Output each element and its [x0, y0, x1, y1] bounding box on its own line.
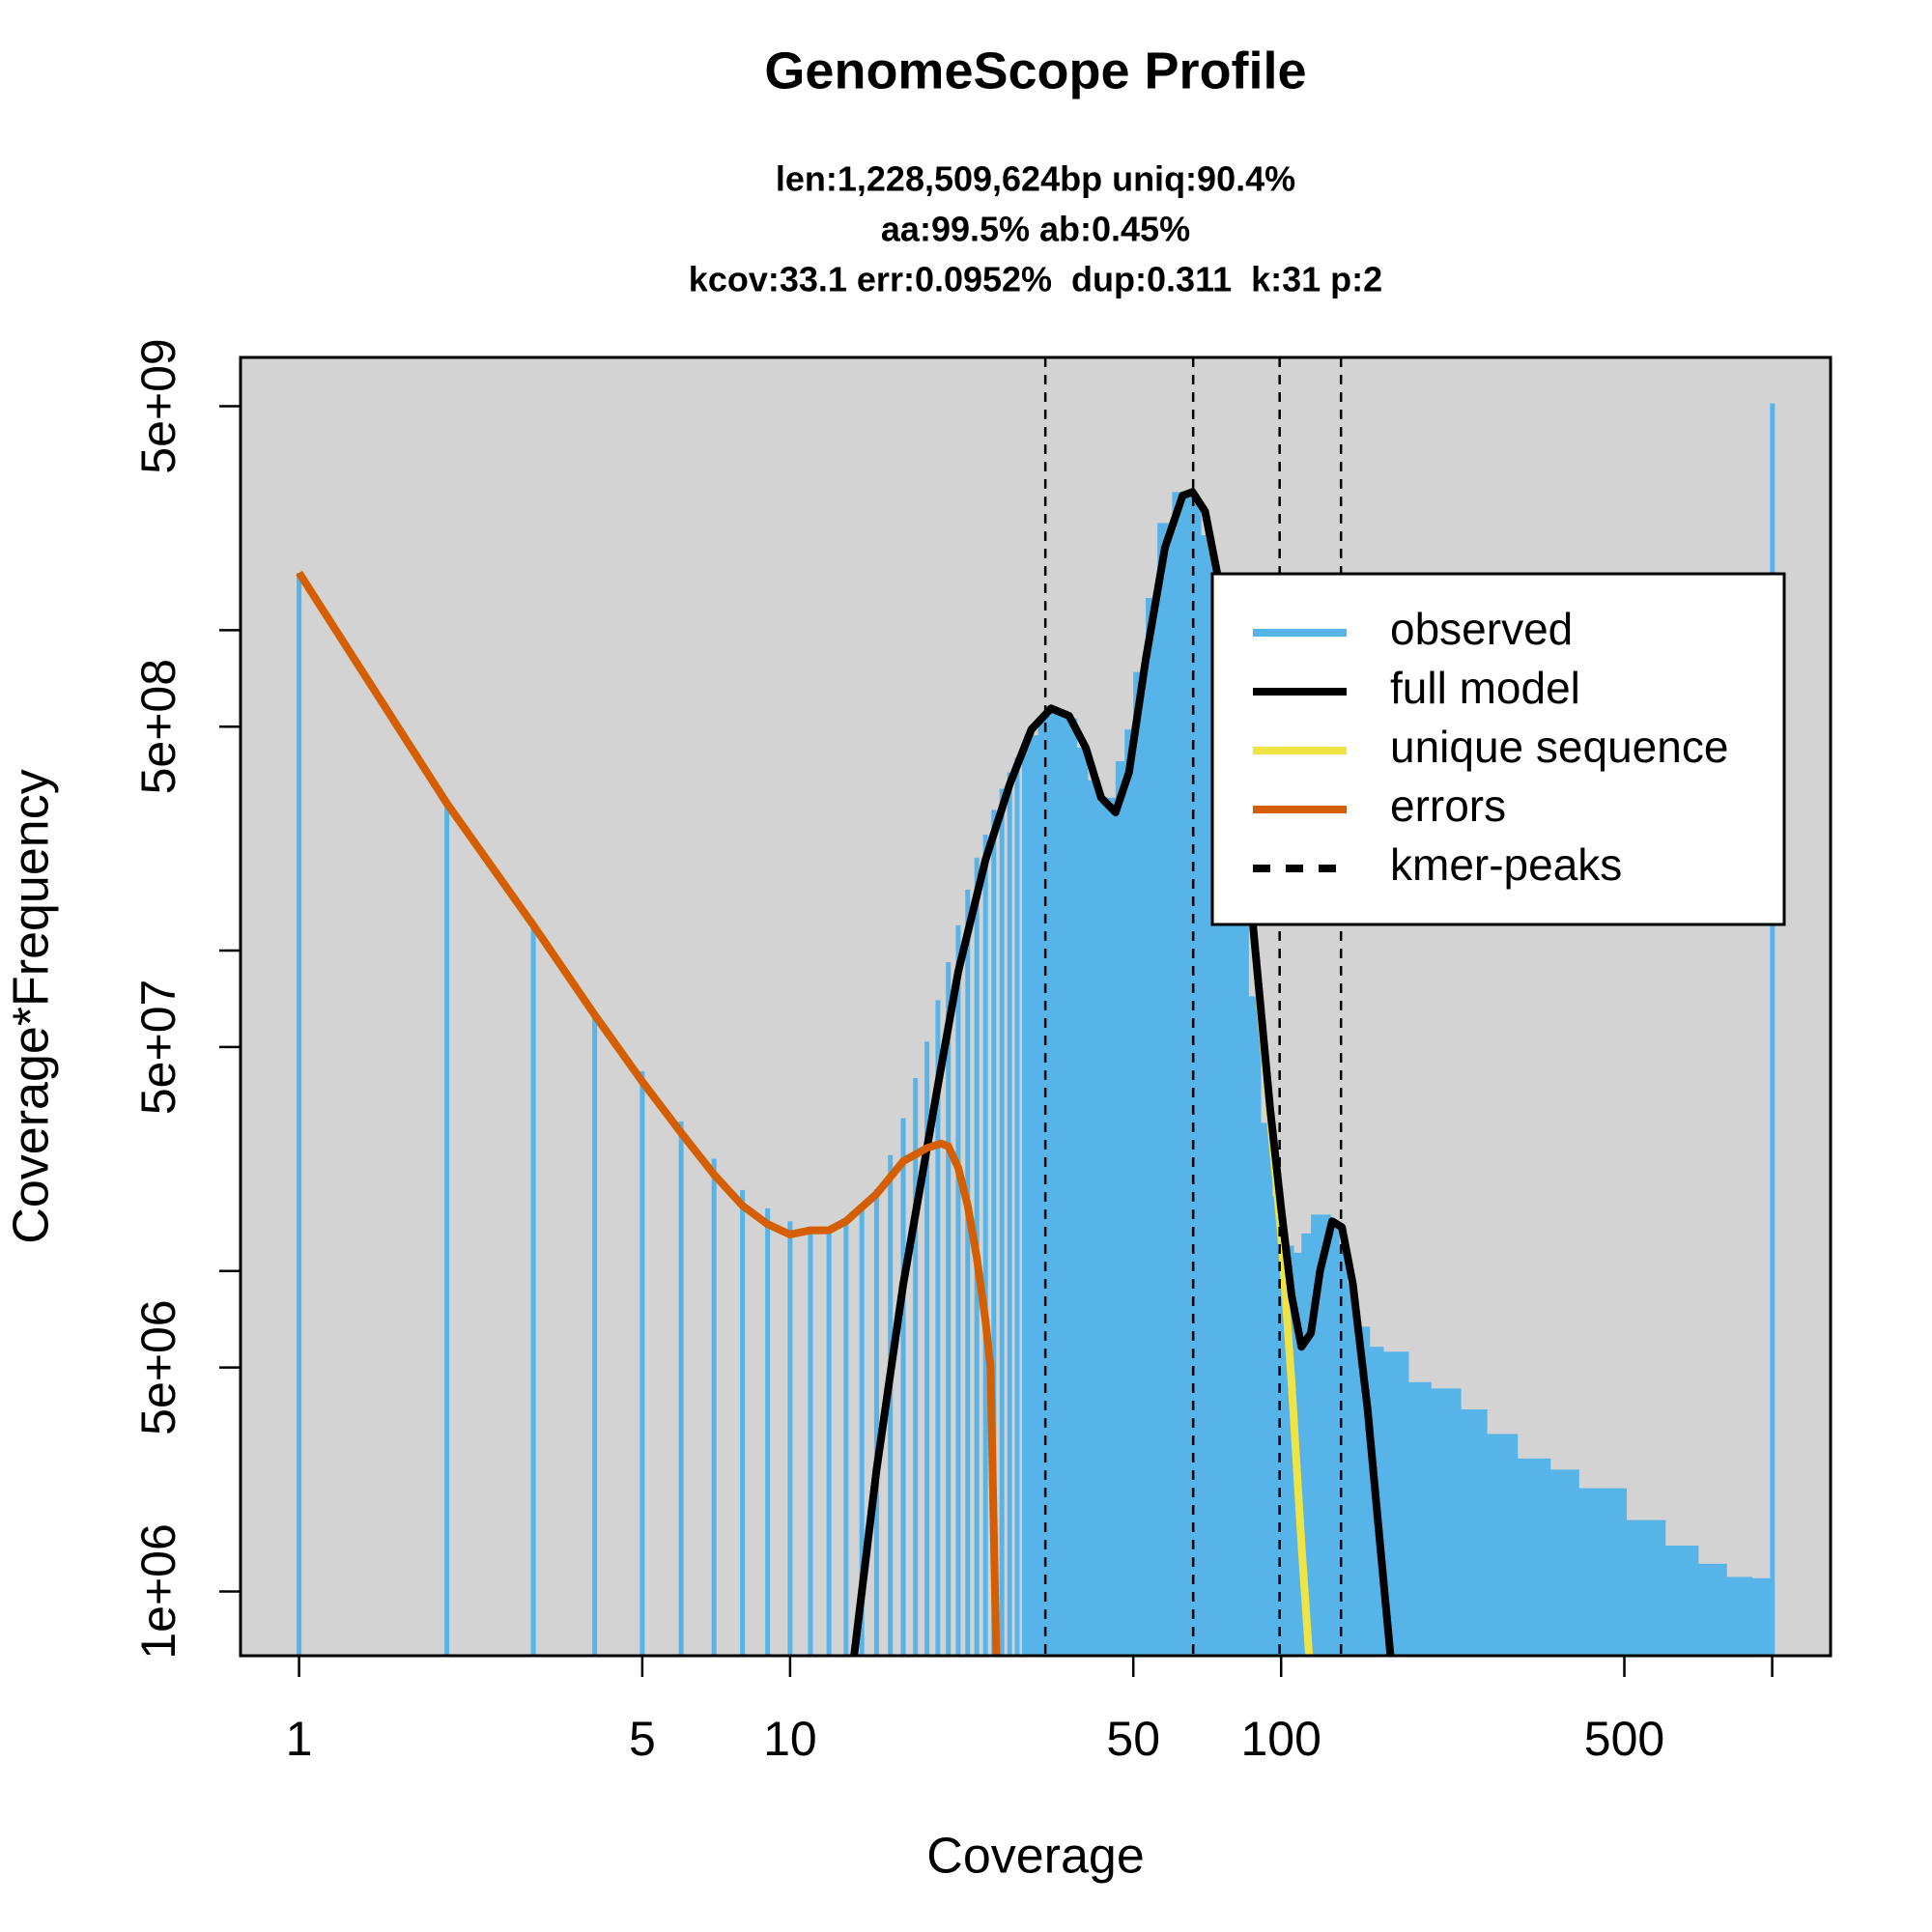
observed-bar — [1172, 492, 1189, 1656]
subtitle: len:1,228,509,624bp uniq:90.4% — [776, 159, 1295, 199]
observed-bar — [1037, 716, 1054, 1656]
observed-bar — [1485, 1434, 1519, 1656]
model-line — [850, 488, 1395, 1656]
observed-bar — [1695, 1563, 1727, 1656]
observed-bar — [1063, 718, 1078, 1656]
observed-bar — [1515, 1458, 1551, 1656]
observed-bar — [678, 1121, 684, 1656]
observed-bar — [1115, 760, 1127, 1656]
x-tick-label: 10 — [763, 1712, 817, 1766]
observed-bar — [592, 1011, 598, 1656]
observed-bar — [1085, 780, 1099, 1656]
y-axis-title: Coverage*Frequency — [4, 769, 60, 1243]
observed-bar — [444, 803, 450, 1656]
observed-bar — [900, 1118, 906, 1656]
legend-label: unique sequence — [1390, 722, 1728, 772]
observed-bar — [991, 810, 997, 1656]
observed-bar — [639, 1071, 645, 1656]
observed-bar — [1328, 1224, 1340, 1656]
y-tick-label: 5e+06 — [131, 1299, 185, 1435]
x-tick-label: 100 — [1241, 1712, 1321, 1766]
legend-label: errors — [1390, 781, 1506, 831]
x-tick-label: 50 — [1106, 1712, 1160, 1766]
observed-bar — [297, 572, 302, 1656]
legend-label: observed — [1390, 604, 1573, 654]
observed-bar — [1320, 1214, 1331, 1656]
observed-bar — [1662, 1546, 1699, 1656]
observed-bar — [1222, 696, 1236, 1656]
observed-bar — [1105, 797, 1119, 1656]
observed-bar — [1548, 1469, 1579, 1656]
y-tick-label: 5e+09 — [131, 338, 185, 473]
observed-bar — [826, 1227, 832, 1656]
x-tick-label: 5 — [629, 1712, 656, 1766]
y-tick-label: 1e+06 — [131, 1523, 185, 1659]
subtitle: kcov:33.1 err:0.0952% dup:0.311 k:31 p:2 — [689, 260, 1382, 299]
legend-label: kmer-peaks — [1390, 839, 1622, 890]
y-tick-label: 5e+07 — [131, 980, 185, 1115]
observed-bar — [982, 835, 988, 1656]
x-tick-label: 500 — [1584, 1712, 1664, 1766]
observed-bar — [1007, 772, 1012, 1656]
observed-bar — [1051, 713, 1066, 1656]
x-axis-title: Coverage — [926, 1829, 1144, 1885]
observed-bar — [1074, 747, 1089, 1656]
observed-bar — [1577, 1488, 1628, 1656]
y-tick-label: 5e+08 — [131, 659, 185, 794]
observed-bar — [787, 1221, 793, 1656]
observed-bar — [965, 889, 971, 1656]
observed-bar — [1311, 1214, 1322, 1656]
observed-bar — [1459, 1408, 1488, 1656]
chart-title: GenomeScope Profile — [764, 42, 1306, 99]
observed-bar — [913, 1078, 919, 1656]
observed-bar — [530, 922, 536, 1656]
observed-bar — [1749, 1577, 1773, 1656]
observed-bar — [1157, 523, 1175, 1656]
observed-bar — [935, 1000, 941, 1656]
observed-bar — [1337, 1245, 1348, 1656]
observed-bar — [1024, 735, 1041, 1656]
model-line — [296, 570, 1001, 1656]
observed-bar — [1133, 671, 1149, 1656]
observed-bar — [859, 1209, 865, 1656]
observed-bar — [1146, 598, 1160, 1656]
observed-bar — [1124, 729, 1136, 1656]
observed-bar — [1345, 1284, 1356, 1656]
observed-bar — [1233, 847, 1249, 1656]
observed-bar — [873, 1189, 879, 1656]
observed-bar — [1258, 1122, 1273, 1656]
observed-bar — [1014, 757, 1020, 1656]
plot-frame — [239, 355, 1833, 1658]
observed-bar — [1246, 996, 1262, 1656]
observed-bar — [999, 788, 1005, 1656]
legend-label: full model — [1390, 663, 1580, 713]
observed-bar — [843, 1224, 849, 1656]
observed-bar — [1406, 1381, 1432, 1656]
observed-bar — [1770, 403, 1776, 1656]
observed-bar — [888, 1154, 894, 1656]
subtitle: aa:99.5% ab:0.45% — [881, 210, 1190, 249]
observed-bar — [924, 1041, 930, 1656]
observed-bar — [1624, 1520, 1666, 1656]
observed-bar — [765, 1208, 771, 1656]
observed-bar — [740, 1189, 746, 1656]
observed-bar — [1724, 1577, 1752, 1656]
x-tick-label: 1 — [286, 1712, 313, 1766]
observed-bar — [711, 1158, 717, 1656]
observed-bar — [946, 962, 952, 1656]
observed-bar — [808, 1227, 813, 1656]
observed-bar — [955, 924, 961, 1656]
observed-bar — [1095, 802, 1109, 1656]
observed-bar — [1199, 534, 1214, 1656]
observed-bar — [1429, 1388, 1462, 1656]
